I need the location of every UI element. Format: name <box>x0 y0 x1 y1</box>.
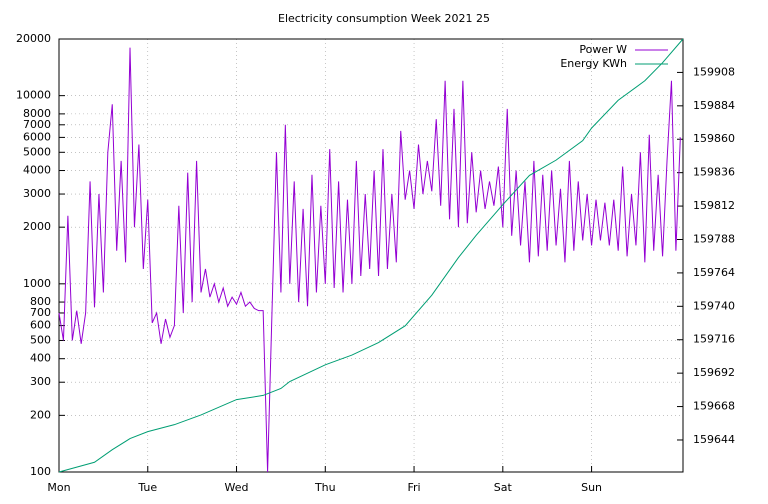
y-tick-label: 4000 <box>23 164 51 177</box>
y-tick-label: 10000 <box>16 89 51 102</box>
y2-tick-label: 159764 <box>693 266 735 279</box>
y-tick-label: 100 <box>30 465 51 478</box>
y-tick-label: 6000 <box>23 130 51 143</box>
y2-tick-label: 159788 <box>693 232 735 245</box>
y-tick-label: 500 <box>30 333 51 346</box>
y-tick-label: 800 <box>30 295 51 308</box>
plot-frame <box>58 38 684 473</box>
y-tick-label: 5000 <box>23 145 51 158</box>
y-tick-label: 300 <box>30 375 51 388</box>
y2-tick-label: 159716 <box>693 333 735 346</box>
y2-tick-label: 159860 <box>693 132 735 145</box>
y2-tick-label: 159692 <box>693 366 735 379</box>
x-tick-label: Fri <box>407 481 420 494</box>
y2-tick-label: 159740 <box>693 299 735 312</box>
x-tick-label: Thu <box>314 481 336 494</box>
y2-tick-label: 159884 <box>693 99 735 112</box>
chart-title: Electricity consumption Week 2021 25 <box>278 12 490 25</box>
y-tick-label: 8000 <box>23 107 51 120</box>
legend-label: Power W <box>579 43 627 56</box>
y2-tick-label: 159668 <box>693 400 735 413</box>
y-tick-label: 2000 <box>23 220 51 233</box>
y2-tick-label: 159812 <box>693 199 735 212</box>
y-tick-label: 3000 <box>23 187 51 200</box>
y2-tick-label: 159908 <box>693 65 735 78</box>
y-tick-label: 400 <box>30 352 51 365</box>
x-tick-label: Wed <box>225 481 249 494</box>
y2-tick-label: 159644 <box>693 433 735 446</box>
y-tick-label: 700 <box>30 306 51 319</box>
legend-label: Energy KWh <box>560 57 627 70</box>
series-line <box>58 38 684 473</box>
x-tick-label: Sun <box>581 481 602 494</box>
x-tick-label: Tue <box>137 481 157 494</box>
x-tick-label: Mon <box>47 481 70 494</box>
x-tick-label: Sat <box>494 481 513 494</box>
y2-tick-label: 159836 <box>693 166 735 179</box>
y-tick-label: 7000 <box>23 118 51 131</box>
series-line <box>58 47 681 473</box>
y-tick-label: 20000 <box>16 32 51 45</box>
y-tick-label: 600 <box>30 319 51 332</box>
y-tick-label: 1000 <box>23 277 51 290</box>
y-tick-label: 200 <box>30 408 51 421</box>
